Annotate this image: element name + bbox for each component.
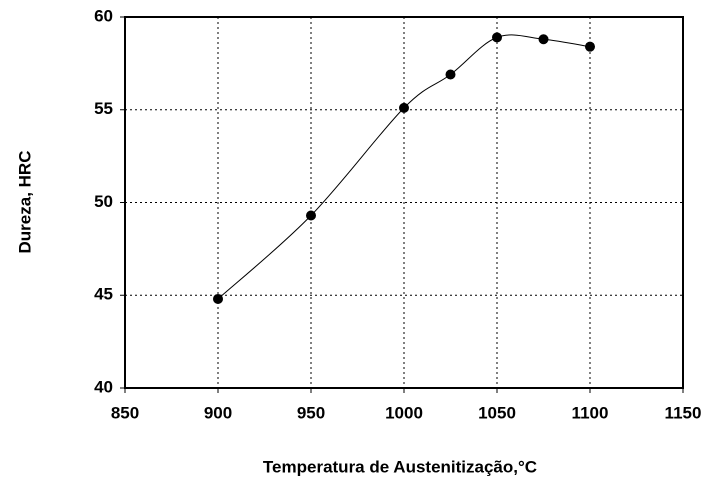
- data-point: [445, 69, 456, 80]
- y-tick-label: 55: [94, 99, 113, 118]
- plot-frame: [124, 16, 684, 389]
- data-point: [213, 293, 223, 304]
- data-line: [217, 34, 591, 300]
- x-axis-label: Temperatura de Austenitização,°C: [263, 457, 537, 476]
- x-tick-label: 1000: [385, 403, 423, 422]
- y-tick-label: 50: [94, 192, 113, 211]
- y-tick-label: 40: [94, 377, 113, 396]
- x-tick-label: 950: [297, 403, 325, 422]
- y-tick-label: 60: [94, 6, 113, 25]
- x-tick-label: 850: [111, 403, 139, 422]
- data-point: [492, 32, 502, 43]
- data-point: [399, 102, 409, 113]
- data-point: [585, 41, 595, 52]
- x-tick-label: 900: [204, 403, 232, 422]
- y-tick-label: 45: [94, 285, 113, 304]
- x-tick-label: 1050: [478, 403, 516, 422]
- x-tick-label: 1150: [665, 403, 702, 422]
- y-axis-label: Dureza, HRC: [15, 151, 34, 254]
- x-tick-label: 1100: [572, 403, 609, 422]
- data-point: [538, 34, 549, 45]
- data-point: [306, 210, 316, 221]
